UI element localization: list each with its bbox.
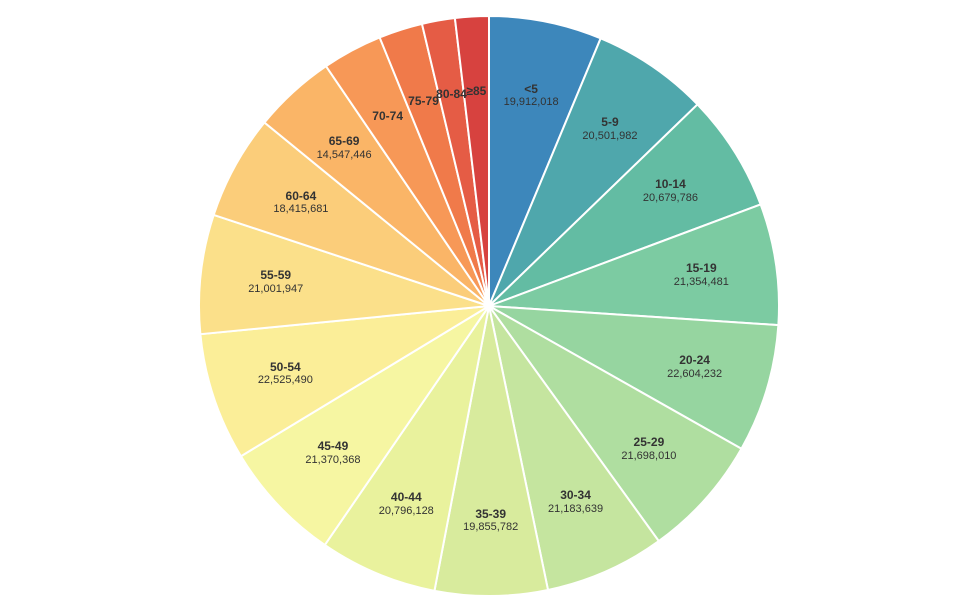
pie-chart: <519,912,0185-920,501,98210-1420,679,786… (0, 0, 978, 612)
